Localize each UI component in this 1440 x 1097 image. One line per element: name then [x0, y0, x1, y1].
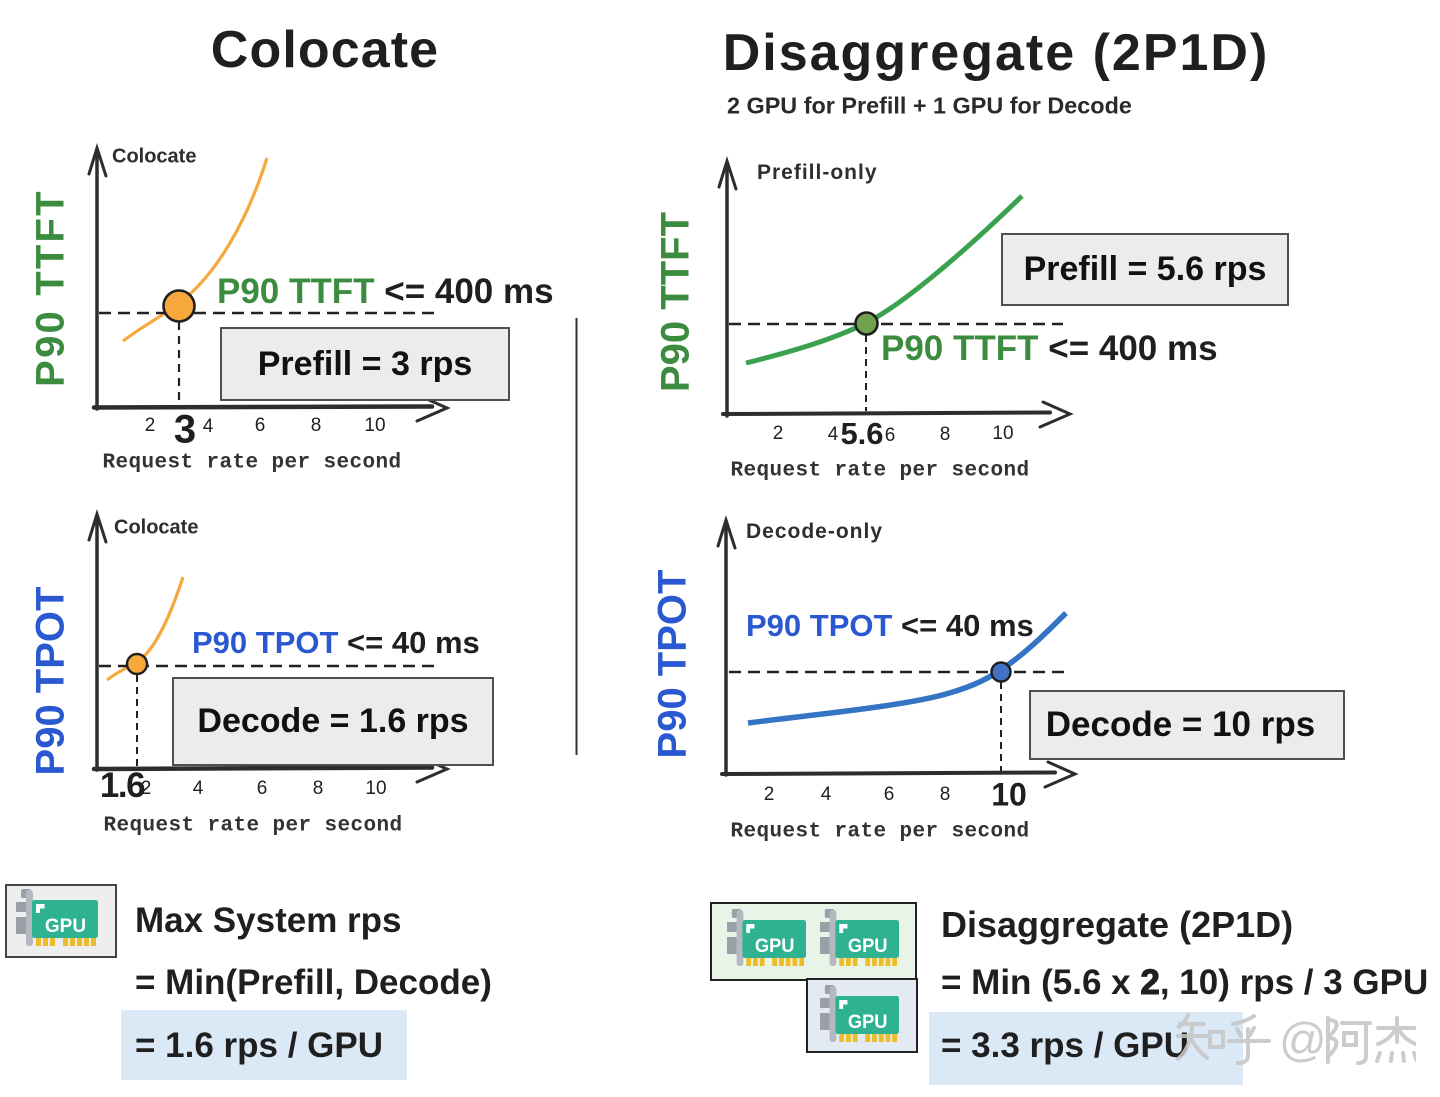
svg-text:@: @: [1279, 1013, 1327, 1066]
